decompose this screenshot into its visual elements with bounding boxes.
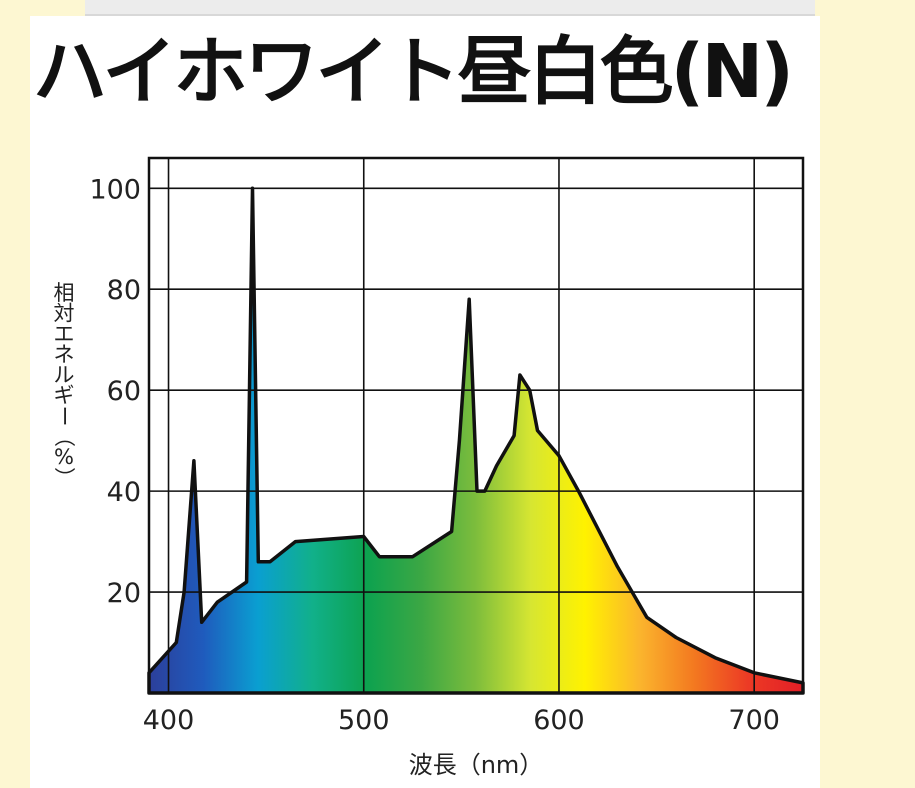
y-axis-label-char: ー <box>52 406 76 427</box>
y-tick-label: 20 <box>107 578 141 609</box>
plot-frame <box>147 156 805 695</box>
y-tick-label: 40 <box>107 477 141 508</box>
y-axis-label-char: エ <box>54 322 75 346</box>
grid-lines <box>149 158 803 693</box>
top-bar <box>85 0 815 16</box>
x-axis-label: 波長（nm） <box>409 751 544 779</box>
x-tick-label: 400 <box>143 705 195 736</box>
y-tick-label: 80 <box>107 275 141 306</box>
x-tick-label: 700 <box>728 705 780 736</box>
y-tick-label: 100 <box>89 174 141 205</box>
y-axis-label-char: ル <box>54 363 75 387</box>
y-tick-label: 60 <box>107 376 141 407</box>
y-axis-label-char: ギ <box>54 384 75 408</box>
y-axis-label-char: ） <box>52 467 76 488</box>
y-axis-label-char: 対 <box>54 302 75 326</box>
x-tick-label: 600 <box>533 705 585 736</box>
chart-title: ハイホワイト昼白色(N) <box>33 29 794 115</box>
spectrum-area <box>147 186 805 695</box>
y-axis-label-char: （ <box>52 426 76 447</box>
y-axis-label-char: 相 <box>54 281 75 305</box>
x-tick-label: 500 <box>338 705 390 736</box>
y-axis-label-char: ネ <box>54 343 75 367</box>
y-axis-label-char: % <box>54 445 74 469</box>
tick-labels: 20 40 60 80 100 400 500 600 700 <box>89 174 780 736</box>
